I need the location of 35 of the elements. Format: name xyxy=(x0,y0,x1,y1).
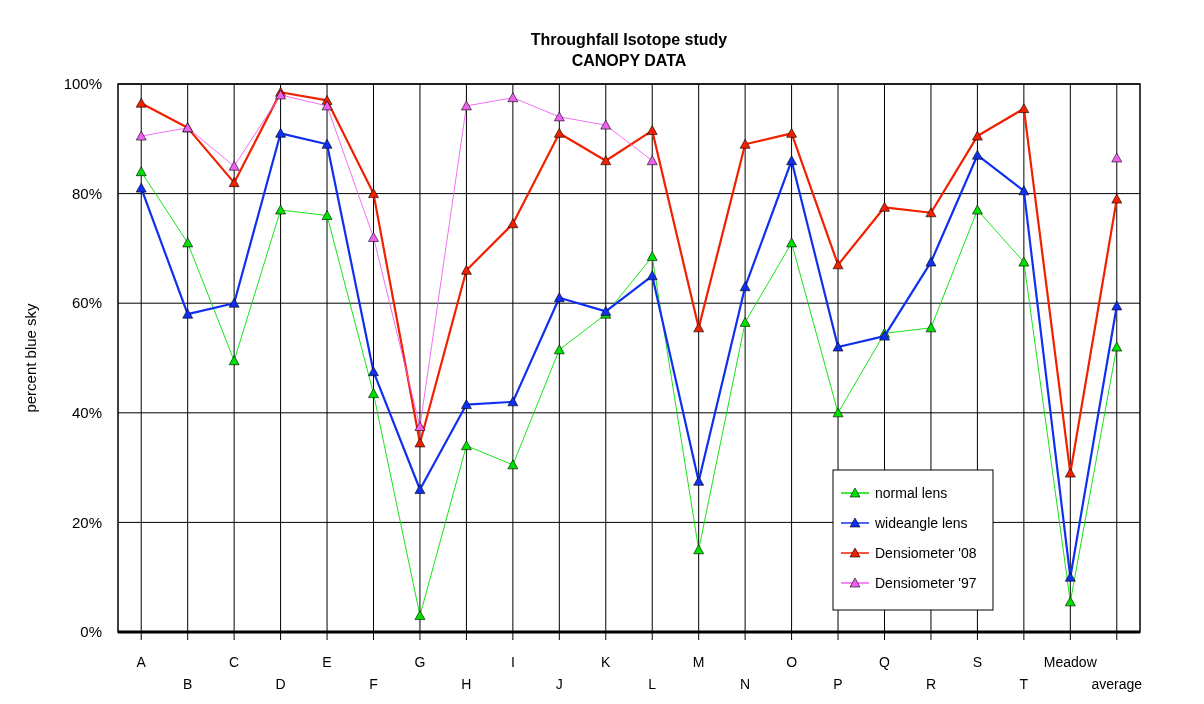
legend-label: normal lens xyxy=(875,485,948,501)
x-tick-label: S xyxy=(972,654,983,670)
x-tick-label: G xyxy=(414,654,426,670)
x-tick-label: J xyxy=(555,676,563,692)
x-tick-label: H xyxy=(461,676,472,692)
y-tick-label: 0% xyxy=(80,623,102,641)
y-axis-title: percent blue sky xyxy=(22,302,39,413)
x-tick-label: Meadow xyxy=(1043,654,1098,670)
y-tick-label: 40% xyxy=(71,404,102,422)
legend-label: Densiometer '08 xyxy=(875,545,977,561)
x-tick-label: P xyxy=(833,676,843,692)
y-tick-label: 20% xyxy=(71,513,102,531)
x-tick-label: T xyxy=(1019,676,1029,692)
x-tick-label: D xyxy=(275,676,286,692)
x-tick-label: N xyxy=(740,676,751,692)
x-tick-label: R xyxy=(925,676,937,692)
x-tick-label: C xyxy=(229,654,240,670)
y-tick-label: 80% xyxy=(71,184,102,202)
x-tick-label: Q xyxy=(879,654,891,670)
y-tick-label: 60% xyxy=(71,294,102,312)
y-tick-label: 100% xyxy=(63,75,102,93)
x-tick-label: L xyxy=(648,676,657,692)
x-tick-label: O xyxy=(786,654,798,670)
x-tick-label: F xyxy=(369,676,378,692)
x-tick-label: M xyxy=(692,654,705,670)
x-tick-label: average xyxy=(1091,676,1143,692)
x-tick-label: E xyxy=(322,654,332,670)
x-tick-label: K xyxy=(601,654,612,670)
x-tick-label: A xyxy=(136,654,147,670)
x-tick-label: B xyxy=(183,676,193,692)
legend-label: wideangle lens xyxy=(874,515,968,531)
chart-subtitle: CANOPY DATA xyxy=(571,52,687,69)
x-tick-label: I xyxy=(510,654,515,670)
legend-label: Densiometer '97 xyxy=(875,575,977,591)
chart-title: Throughfall Isotope study xyxy=(530,31,728,48)
